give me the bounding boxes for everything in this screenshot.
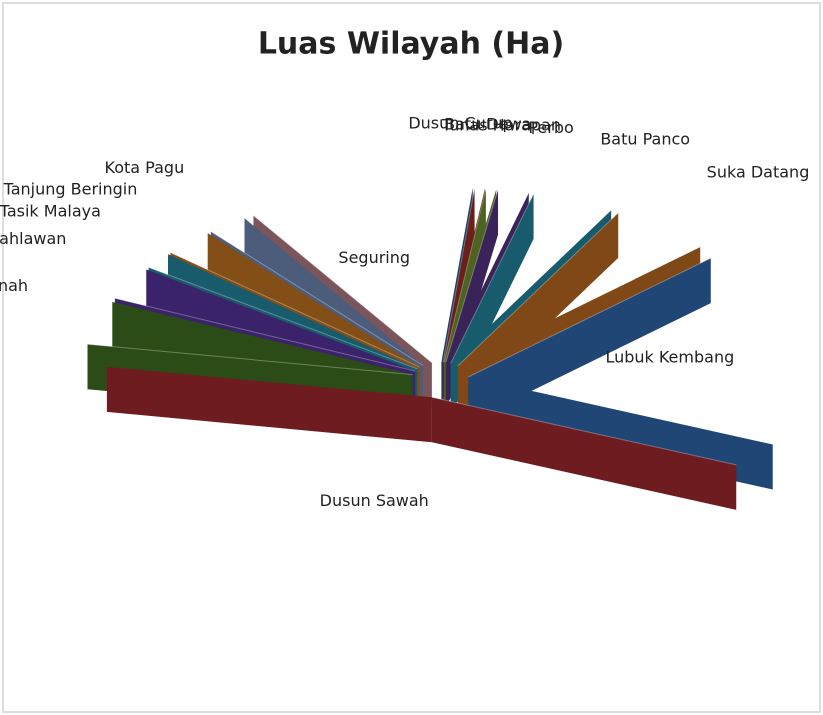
slice-label: Dusun Sawah	[320, 491, 429, 510]
slice-label: Batu Dewa	[444, 114, 531, 133]
slice	[431, 396, 737, 466]
slice-label: Lubuk Kembang	[605, 348, 734, 367]
slice-label: Desa Pahlawan	[0, 229, 66, 248]
slice	[148, 266, 418, 370]
slice-label: Kota Pagu	[105, 158, 185, 177]
slice-label: Tasik Malaya	[0, 201, 101, 220]
slice-label: Taba Renah	[0, 276, 28, 295]
slice-label: Tunas Harapan	[441, 115, 561, 134]
chart-title: Luas Wilayah (Ha)	[258, 27, 564, 62]
slice-label: Seguring	[338, 248, 410, 267]
slice-label: Dusun Curup	[408, 113, 512, 132]
slice	[253, 215, 433, 364]
slice-side	[468, 258, 711, 422]
slice	[445, 189, 499, 363]
slice-label: Tanjung Beringin	[3, 180, 138, 199]
slice-label: Suka Datang	[707, 163, 810, 182]
slice-label: Perbo	[528, 118, 573, 137]
slice-label: Batu Panco	[600, 130, 690, 149]
slice-side	[106, 366, 432, 443]
slice	[87, 343, 413, 376]
slice-side	[431, 397, 737, 510]
pie	[87, 187, 799, 510]
